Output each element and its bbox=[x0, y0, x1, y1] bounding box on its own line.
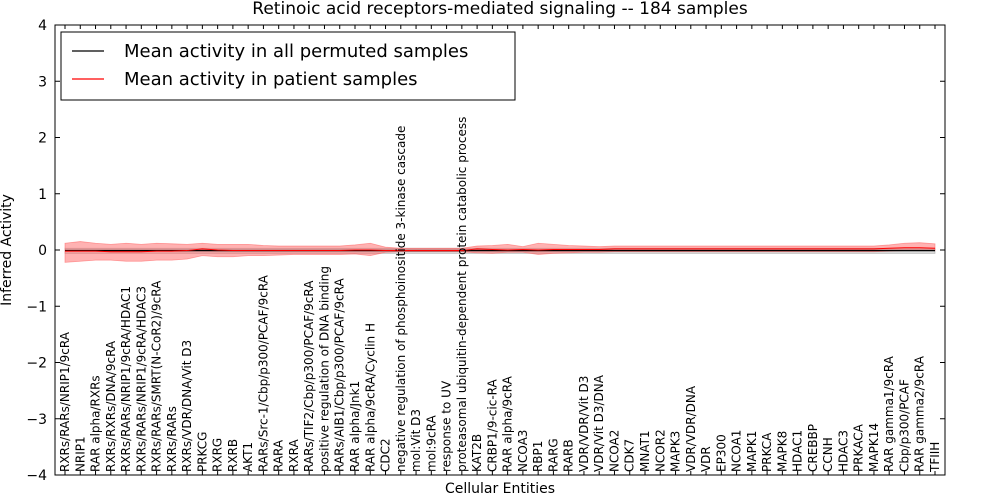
x-tick-label: HDAC1 bbox=[791, 430, 805, 472]
x-tick-label: RXRs/VDR/DNA/Vit D3 bbox=[180, 340, 194, 472]
x-tick-label: NCOR2 bbox=[653, 429, 667, 472]
x-tick-label: KAT2B bbox=[470, 434, 484, 472]
x-tick-label: mol:Vit D3 bbox=[409, 409, 423, 472]
x-tick-label: MNAT1 bbox=[638, 430, 652, 472]
x-tick-label: RBP1 bbox=[531, 441, 545, 472]
category-labels: RXRs/RARs/NRIP1/9cRA NRIP1 RAR alpha/RXRs R… bbox=[58, 117, 942, 473]
x-tick-label: MAPK8 bbox=[775, 431, 789, 472]
plot-area bbox=[64, 241, 936, 263]
legend: Mean activity in all permuted samples Me… bbox=[60, 31, 516, 101]
x-tick-label: negative regulation of phosphoinositide … bbox=[394, 126, 408, 472]
x-tick-label: AKT1 bbox=[241, 442, 255, 472]
x-tick-label: RARs/AIB1/Cbp/p300/PCAF/9cRA bbox=[333, 278, 347, 472]
x-tick-label: NRIP1 bbox=[73, 436, 87, 472]
x-tick-label: CRBP1/9-cic-RA bbox=[485, 378, 499, 472]
x-tick-label: RXRs/RXRs/DNA/9cRA bbox=[104, 340, 118, 472]
chart-title: Retinoic acid receptors-mediated signali… bbox=[252, 0, 748, 19]
x-tick-label: HDAC3 bbox=[836, 430, 850, 472]
legend-box bbox=[60, 31, 516, 101]
legend-label-permuted: Mean activity in all permuted samples bbox=[124, 41, 468, 62]
x-tick-label: RARB bbox=[562, 439, 576, 472]
y-tick-label: 3 bbox=[38, 74, 47, 90]
x-tick-label: RARs/TIF2/Cbp/p300/PCAF/9cRA bbox=[302, 280, 316, 472]
x-tick-label: RAR gamma2/9cRA bbox=[913, 355, 927, 472]
x-tick-label: MAPK1 bbox=[745, 431, 759, 472]
x-tick-label: CDC2 bbox=[379, 438, 393, 472]
legend-label-patient: Mean activity in patient samples bbox=[124, 69, 418, 90]
x-tick-label: NCOA1 bbox=[730, 430, 744, 472]
x-tick-label: response to UV bbox=[440, 380, 454, 472]
y-tick-label: −4 bbox=[26, 468, 47, 484]
x-tick-label: NCOA3 bbox=[516, 430, 530, 472]
x-tick-label: RAR alpha/Jnk1 bbox=[348, 381, 362, 472]
y-axis: −4 −3 −2 −1 0 1 2 3 4 bbox=[26, 18, 945, 484]
series-line-patient bbox=[65, 247, 936, 253]
x-tick-label: RXRG bbox=[211, 438, 225, 472]
x-tick-label: VDR/VDR/Vit D3 bbox=[577, 376, 591, 472]
x-tick-label: VDR/VDR/DNA bbox=[684, 385, 698, 472]
x-axis-label: Cellular Entities bbox=[445, 481, 555, 497]
x-tick-label: RXRB bbox=[226, 439, 240, 472]
x-tick-label: RAR alpha/9cRA bbox=[501, 375, 515, 472]
y-axis-label: Inferred Activity bbox=[0, 194, 15, 306]
x-tick-label: RXRs/RARs/NRIP1/9cRA/HDAC1 bbox=[119, 286, 133, 472]
x-tick-label: CREBBP bbox=[806, 424, 820, 472]
x-tick-label: EP300 bbox=[714, 434, 728, 472]
y-tick-label: 0 bbox=[38, 243, 47, 259]
x-tick-label: RAR alpha/9cRA/Cyclin H bbox=[363, 323, 377, 472]
y-tick-label: 2 bbox=[38, 131, 47, 147]
x-tick-label: RXRA bbox=[287, 439, 301, 472]
x-tick-label: PRKCG bbox=[195, 432, 209, 472]
x-tick-label: RARs/Src-1/Cbp/p300/PCAF/9cRA bbox=[256, 274, 270, 472]
x-tick-label: VDR/Vit D3/DNA bbox=[592, 374, 606, 472]
x-tick-label: RARA bbox=[272, 439, 286, 472]
x-tick-label: CCNH bbox=[821, 437, 835, 472]
x-tick-label: RXRs/RARs/SMRT(N-CoR2)/9cRA bbox=[150, 280, 164, 472]
x-tick-label: PRKACA bbox=[852, 423, 866, 472]
y-tick-label: −1 bbox=[26, 299, 47, 315]
x-tick-label: Cbp/p300/PCAF bbox=[898, 379, 912, 472]
x-tick-label: RAR alpha/RXRs bbox=[89, 375, 103, 472]
x-tick-label: CDK7 bbox=[623, 439, 637, 472]
x-tick-label: RAR gamma1/9cRA bbox=[882, 355, 896, 472]
y-tick-label: 1 bbox=[38, 187, 47, 203]
y-tick-label: −2 bbox=[26, 356, 47, 372]
x-tick-label: RXRs/RARs bbox=[165, 406, 179, 472]
y-tick-label: −3 bbox=[26, 412, 47, 428]
x-tick-label: MAPK14 bbox=[867, 423, 881, 472]
x-tick-label: NCOA2 bbox=[608, 430, 622, 472]
x-tick-label: RXRs/RARs/NRIP1/9cRA/HDAC3 bbox=[134, 286, 148, 472]
x-tick-label: mol:9cRA bbox=[424, 414, 438, 471]
y-tick-label: 4 bbox=[38, 18, 47, 34]
x-tick-label: proteasomal ubiquitin-dependent protein … bbox=[455, 117, 469, 472]
x-tick-label: PRKCA bbox=[760, 432, 774, 472]
x-tick-label: RARG bbox=[546, 438, 560, 472]
x-tick-label: TFIIH bbox=[928, 442, 942, 473]
x-tick-label: RXRs/RARs/NRIP1/9cRA bbox=[58, 331, 72, 472]
x-tick-label: VDR bbox=[699, 446, 713, 472]
patient-band bbox=[64, 241, 936, 263]
x-tick-label: MAPK3 bbox=[669, 431, 683, 472]
x-tick-label: positive regulation of DNA binding bbox=[318, 266, 332, 472]
